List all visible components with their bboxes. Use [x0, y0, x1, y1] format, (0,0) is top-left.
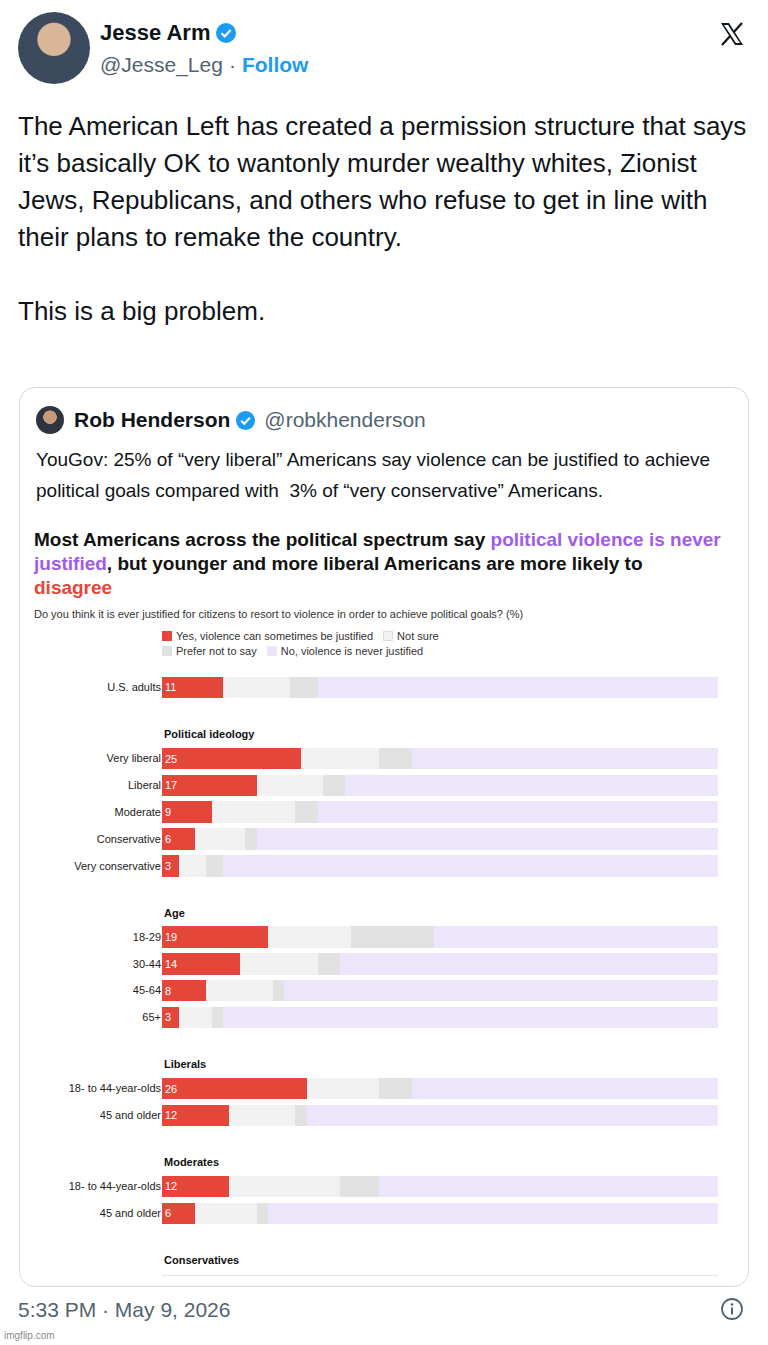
svg-text:45 and older: 45 and older	[100, 1207, 161, 1219]
svg-text:18- to 44-year-olds: 18- to 44-year-olds	[69, 1082, 162, 1094]
html-text:Jesse Arm: Jesse Arm	[100, 20, 211, 45]
svg-text:25: 25	[165, 753, 177, 765]
svg-text:18- to 44-year-olds: 18- to 44-year-olds	[69, 1180, 162, 1192]
svg-text:3: 3	[165, 1011, 171, 1023]
svg-text:Moderates: Moderates	[164, 1156, 219, 1168]
svg-text:45 and older: 45 and older	[100, 1109, 161, 1121]
svg-text:Very liberal: Very liberal	[107, 752, 161, 764]
svg-text:8: 8	[165, 985, 171, 997]
svg-text:Conservatives: Conservatives	[164, 1254, 239, 1266]
html-text:This is a big problem.: This is a big problem.	[18, 296, 266, 326]
svg-text:Age: Age	[164, 907, 185, 919]
svg-text:18-29: 18-29	[133, 931, 161, 943]
svg-text:3: 3	[165, 860, 171, 872]
svg-text:Liberals: Liberals	[164, 1058, 206, 1070]
svg-text:12: 12	[165, 1109, 177, 1121]
svg-text:U.S. adults: U.S. adults	[107, 681, 161, 693]
html-text:Not sure: Not sure	[397, 630, 439, 642]
svg-text:65+: 65+	[142, 1011, 161, 1023]
html-text:Do you think it is ever justif: Do you think it is ever justified for ci…	[34, 608, 524, 620]
html-text:Rob Henderson: Rob Henderson	[74, 408, 231, 431]
svg-text:9: 9	[165, 806, 171, 818]
svg-text:14: 14	[165, 958, 177, 970]
html-text:@robkhenderson: @robkhenderson	[264, 408, 426, 431]
html-text:5:33 PM · May 9, 2026: 5:33 PM · May 9, 2026	[18, 1298, 231, 1321]
svg-text:45-64: 45-64	[133, 984, 161, 996]
svg-text:6: 6	[165, 1207, 171, 1219]
svg-text:Moderate: Moderate	[115, 806, 161, 818]
html-text:Prefer not to say: Prefer not to say	[176, 645, 257, 657]
html-text:Most Americans across the poli: Most Americans across the political spec…	[34, 529, 721, 574]
svg-text:11: 11	[165, 681, 176, 693]
html-text:No, violence is never justifie: No, violence is never justified	[280, 645, 424, 657]
svg-text:26: 26	[165, 1083, 177, 1095]
html-text:The American Left has created: The American Left has created a permissi…	[18, 111, 747, 252]
svg-text:30-44: 30-44	[133, 958, 161, 970]
svg-text:17: 17	[165, 779, 177, 791]
svg-text:Liberal: Liberal	[128, 779, 161, 791]
svg-text:6: 6	[165, 833, 171, 845]
html-text:Yes, violence can sometimes be: Yes, violence can sometimes be justified	[176, 630, 374, 642]
html-text:@Jesse_Leg · Follow: @Jesse_Leg · Follow	[100, 53, 309, 76]
html-text:YouGov: 25% of “very liberal”: YouGov: 25% of “very liberal” Americans …	[36, 449, 716, 501]
svg-text:19: 19	[165, 931, 177, 943]
html-text:disagree: disagree	[34, 577, 113, 598]
svg-text:12: 12	[165, 1180, 177, 1192]
svg-text:Political ideology: Political ideology	[164, 728, 255, 740]
svg-text:Conservative: Conservative	[97, 833, 161, 845]
html-text:imgflip.com: imgflip.com	[4, 1330, 55, 1341]
svg-text:Very conservative: Very conservative	[74, 860, 161, 872]
